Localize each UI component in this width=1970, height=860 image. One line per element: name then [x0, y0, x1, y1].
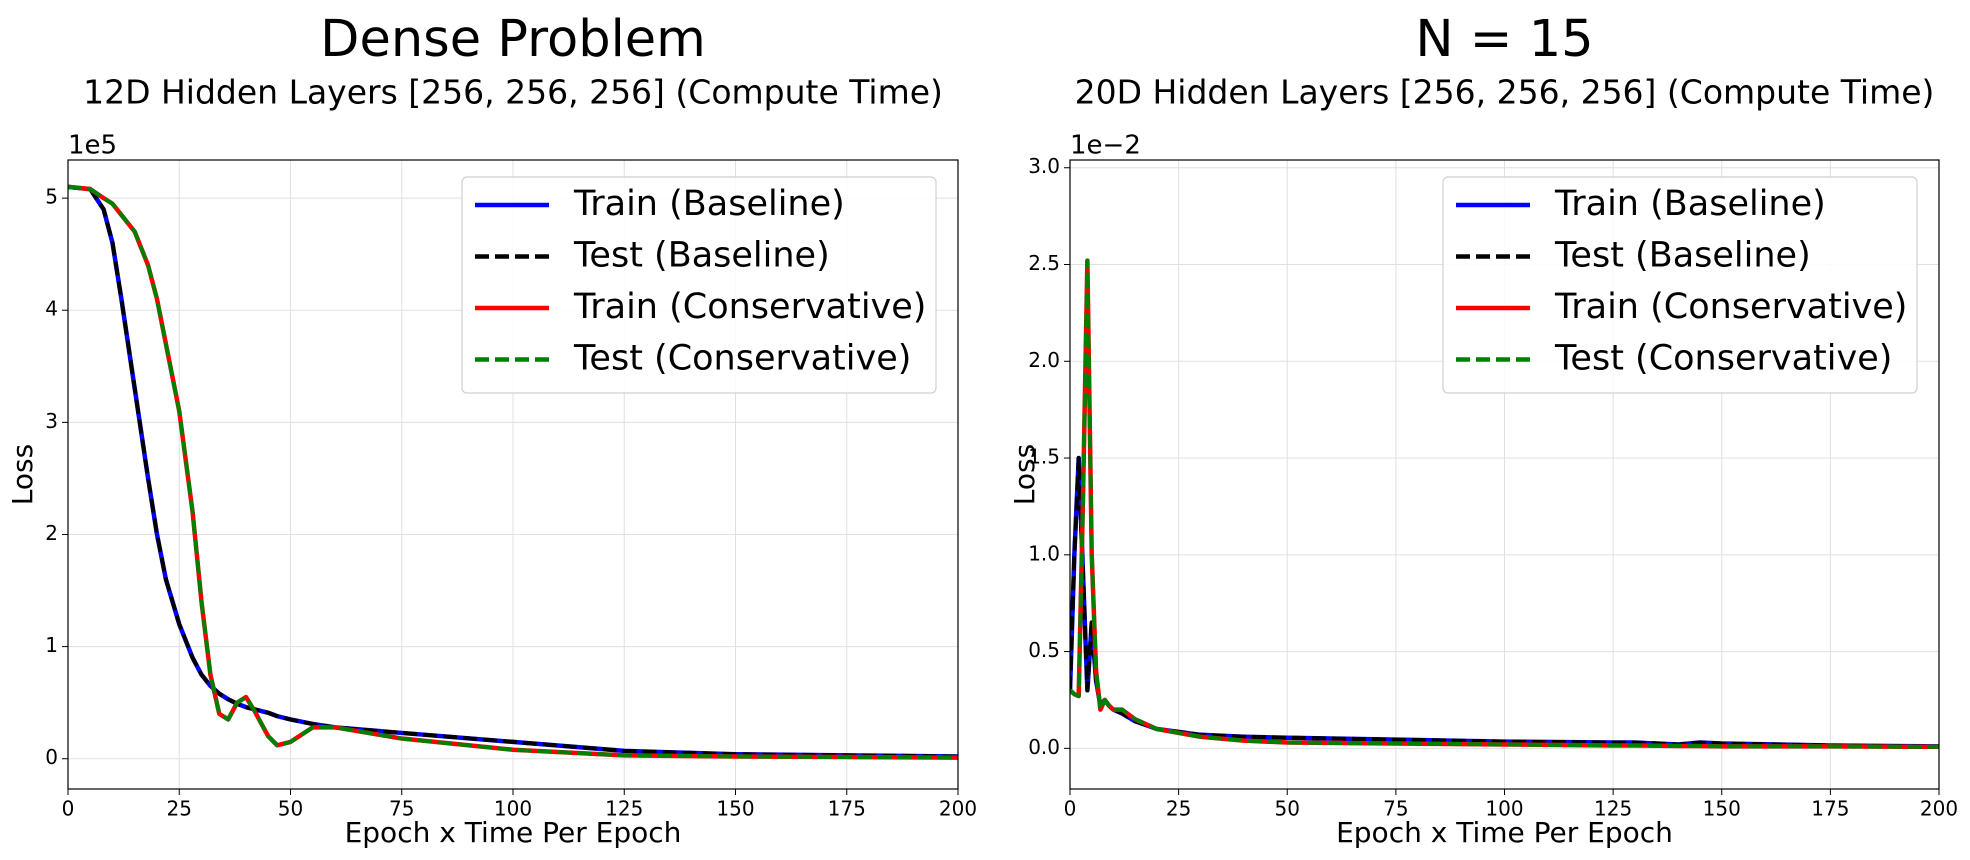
series-line	[68, 184, 958, 760]
legend-label: Train (Conservative)	[1554, 287, 1907, 327]
x-tick-label: 150	[716, 797, 754, 821]
y-tick-label: 4	[45, 297, 58, 321]
y-tick-label: 0.0	[1028, 735, 1060, 759]
series-line	[68, 184, 958, 759]
y-axis-label: Loss	[1008, 444, 1041, 505]
axes-frame	[67, 159, 959, 790]
x-tick-label: 75	[1383, 797, 1408, 821]
y-tick-label: 2	[45, 521, 58, 545]
y-tick-label: 2.5	[1028, 251, 1060, 275]
y-tick-label: 2.0	[1028, 348, 1060, 372]
y-tick-label: 3	[45, 409, 58, 433]
axes-frame	[1069, 159, 1940, 790]
x-tick-label: 150	[1703, 797, 1741, 821]
legend-box	[461, 176, 937, 394]
x-tick-label: 200	[1920, 797, 1958, 821]
chart-subtitle: 20D Hidden Layers [256, 256, 256] (Compu…	[1075, 73, 1935, 112]
y-tick-label: 0.5	[1028, 638, 1060, 662]
x-axis-label: Epoch x Time Per Epoch	[1336, 816, 1673, 849]
legend-label: Test (Baseline)	[573, 236, 830, 276]
x-tick-label: 25	[167, 797, 192, 821]
chart-subtitle: 12D Hidden Layers [256, 256, 256] (Compu…	[83, 73, 943, 112]
y-tick-label: 1.0	[1028, 541, 1060, 565]
series-line	[1070, 258, 1939, 749]
x-tick-label: 25	[1166, 797, 1191, 821]
offset-label: 1e−2	[1070, 131, 1141, 161]
y-tick-label: 5	[45, 185, 58, 209]
x-tick-label: 50	[1275, 797, 1300, 821]
legend-label: Test (Conservative)	[573, 339, 911, 379]
y-tick-label: 3.0	[1028, 154, 1060, 178]
legend-label: Test (Baseline)	[1554, 236, 1811, 276]
x-tick-label: 200	[939, 797, 977, 821]
chart-title: Dense Problem	[320, 10, 706, 69]
x-tick-label: 50	[278, 797, 303, 821]
legend-label: Train (Conservative)	[573, 287, 926, 327]
y-tick-label: 1	[45, 633, 58, 657]
x-tick-label: 0	[1064, 797, 1077, 821]
x-axis-label: Epoch x Time Per Epoch	[345, 816, 682, 849]
y-tick-label: 1.5	[1028, 445, 1060, 469]
x-tick-label: 0	[62, 797, 75, 821]
offset-label: 1e5	[68, 131, 117, 161]
y-tick-label: 0	[45, 745, 58, 769]
legend-box	[1442, 176, 1918, 394]
legend-label: Train (Baseline)	[1554, 184, 1826, 224]
legend-label: Test (Conservative)	[1554, 339, 1892, 379]
x-tick-label: 125	[1594, 797, 1632, 821]
x-tick-label: 100	[494, 797, 532, 821]
legend-label: Train (Baseline)	[573, 184, 845, 224]
y-axis-label: Loss	[6, 444, 39, 505]
x-tick-label: 100	[1485, 797, 1523, 821]
x-tick-label: 175	[1811, 797, 1849, 821]
x-tick-label: 125	[605, 797, 643, 821]
chart-title: N = 15	[1415, 10, 1593, 69]
x-tick-label: 75	[389, 797, 414, 821]
x-tick-label: 175	[828, 797, 866, 821]
